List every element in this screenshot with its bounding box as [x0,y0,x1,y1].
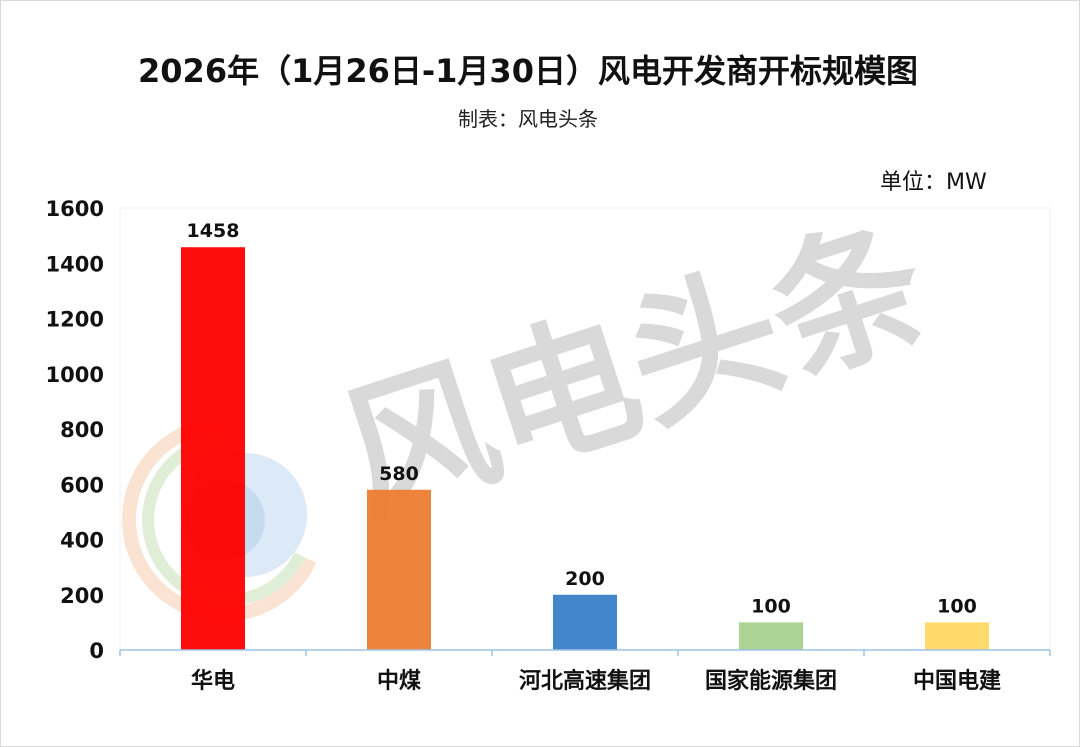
y-tick-label: 600 [60,473,104,497]
chart-subtitle: 制表：风电头条 [458,107,598,131]
x-tick-label: 河北高速集团 [519,668,651,694]
bar [367,489,431,650]
bar [739,622,803,650]
x-tick-label: 中国电建 [913,669,1001,694]
x-tick-label: 国家能源集团 [705,668,837,694]
y-tick-label: 0 [89,639,104,663]
x-axis: 华电 中煤 河北高速集团 国家能源集团 中国电建 [119,649,1051,694]
y-tick-label: 1000 [46,363,104,387]
y-tick-label: 200 [60,584,104,608]
y-tick-label: 1400 [46,252,104,276]
data-label: 1458 [187,220,240,242]
unit-label: 单位：MW [880,170,987,195]
y-tick-label: 1200 [46,308,104,332]
data-label: 200 [565,568,605,590]
chart-title: 2026年（1月26日-1月30日）风电开发商开标规模图 [138,52,918,90]
y-tick-label: 400 [60,529,104,553]
x-tick-label: 华电 [191,668,235,694]
data-label: 580 [379,463,419,485]
bar [925,622,989,650]
data-label: 100 [937,595,977,617]
x-tick-label: 中煤 [377,668,421,694]
bar [181,247,245,651]
bars: 1458 580 200 100 100 [181,220,989,651]
y-tick-label: 800 [60,418,104,442]
bar [553,594,617,650]
data-label: 100 [751,595,791,617]
y-tick-label: 1600 [46,197,104,221]
